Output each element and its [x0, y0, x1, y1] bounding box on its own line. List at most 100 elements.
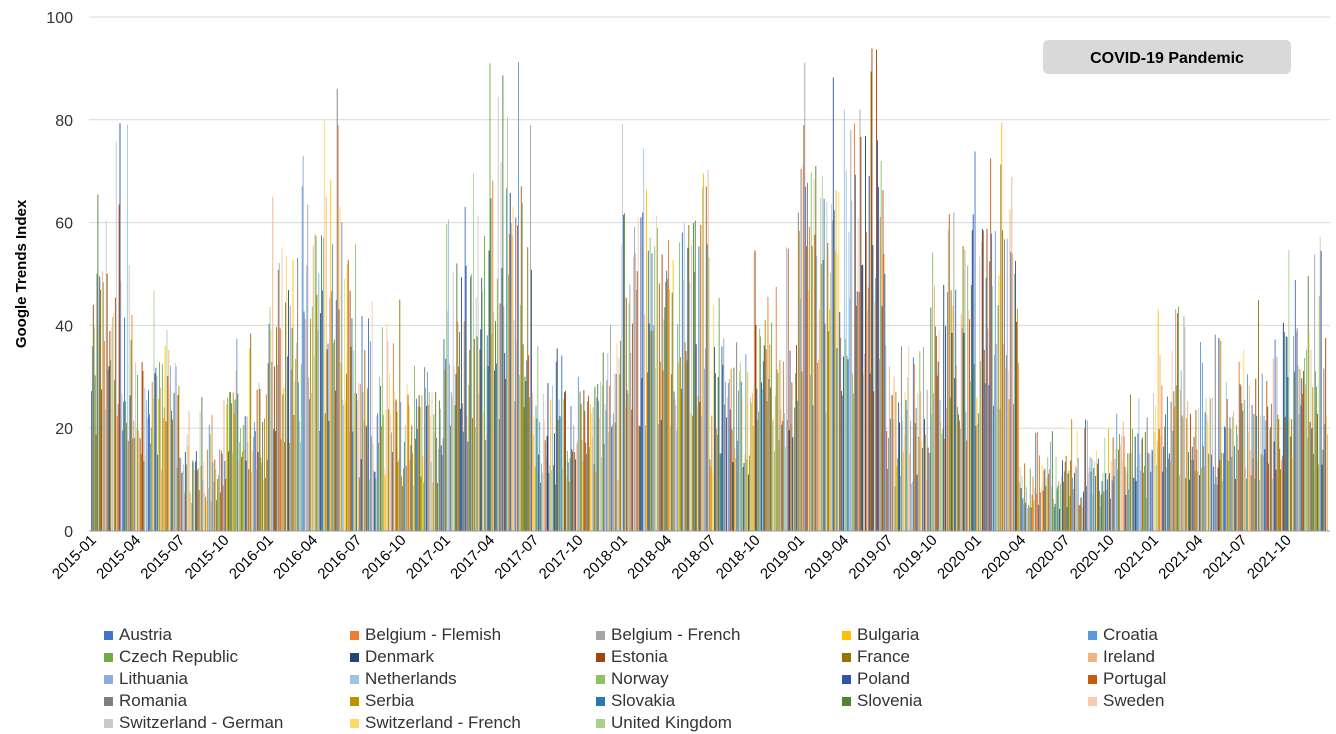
bar: [413, 486, 415, 531]
bar: [94, 375, 96, 531]
bar: [968, 310, 970, 531]
bar: [283, 387, 285, 531]
bar: [690, 412, 692, 531]
bar: [184, 452, 186, 531]
bar: [960, 314, 962, 531]
bar: [387, 340, 389, 531]
bar: [389, 373, 391, 531]
legend-item: Slovakia: [596, 690, 842, 712]
bar: [463, 321, 465, 531]
bar: [748, 474, 750, 531]
bar: [652, 330, 654, 531]
bar: [1004, 239, 1005, 532]
bar: [170, 365, 172, 531]
bar: [226, 403, 228, 531]
bar: [582, 461, 584, 531]
bar: [191, 503, 193, 531]
bar: [1270, 427, 1271, 531]
bar: [1028, 507, 1030, 531]
legend-swatch: [1088, 696, 1097, 706]
bar: [1217, 467, 1219, 531]
bar: [316, 294, 318, 531]
bar: [1169, 461, 1171, 531]
bar: [120, 280, 122, 531]
bar: [1126, 472, 1128, 531]
bar: [410, 445, 412, 531]
bar: [753, 253, 755, 531]
bar: [1120, 435, 1122, 531]
bar: [296, 342, 298, 531]
bar: [813, 178, 815, 531]
bar: [981, 229, 983, 531]
bar: [565, 390, 566, 531]
bar: [522, 344, 524, 531]
bar: [1250, 475, 1252, 531]
bar: [1229, 417, 1231, 531]
bar: [852, 373, 854, 531]
bar: [329, 297, 331, 531]
bar: [507, 117, 508, 532]
bar: [1151, 449, 1153, 531]
bar: [1137, 433, 1139, 531]
bar: [259, 388, 261, 531]
bar: [776, 369, 778, 531]
x-tick-label: 2017-07: [491, 532, 542, 583]
bar: [1131, 452, 1132, 531]
bar: [1259, 414, 1261, 531]
bar: [1190, 459, 1192, 531]
bar: [1176, 385, 1178, 531]
legend-swatch: [350, 696, 359, 706]
legend-label: Ireland: [1103, 647, 1155, 666]
bar: [1023, 504, 1025, 531]
bar: [883, 253, 885, 531]
bar: [111, 327, 113, 531]
bar: [668, 240, 669, 531]
bar: [1294, 279, 1296, 531]
bar: [621, 243, 623, 531]
bar: [724, 404, 726, 531]
bar: [1074, 465, 1076, 531]
bar: [175, 366, 177, 531]
bar: [715, 373, 716, 531]
bar: [1324, 424, 1326, 531]
bar: [744, 453, 746, 531]
bar: [832, 77, 834, 531]
bar: [738, 371, 740, 531]
bar: [411, 425, 413, 531]
bar: [1035, 432, 1037, 531]
bar: [1264, 449, 1266, 531]
legend-item: Estonia: [596, 646, 842, 668]
bar: [509, 192, 511, 531]
bar: [1265, 420, 1267, 531]
bar: [495, 321, 496, 531]
bar: [247, 441, 249, 531]
bar: [1212, 397, 1213, 531]
bar: [433, 414, 435, 531]
bar: [974, 151, 976, 531]
bar: [709, 459, 711, 531]
bar: [483, 411, 484, 531]
bar: [1247, 374, 1248, 531]
bar: [173, 392, 175, 531]
bar: [251, 472, 253, 531]
bar: [715, 428, 717, 531]
bar: [165, 421, 167, 531]
bar: [161, 364, 163, 531]
bar: [1057, 485, 1059, 531]
bar: [1025, 502, 1027, 531]
bar: [947, 229, 949, 531]
bar: [490, 198, 492, 532]
bar: [102, 271, 103, 531]
bar: [404, 425, 406, 531]
bar: [140, 454, 142, 531]
bar: [1182, 418, 1184, 531]
bar: [147, 418, 149, 531]
bar: [412, 453, 414, 531]
bar: [200, 465, 202, 531]
bar: [498, 419, 500, 531]
bar: [892, 419, 894, 531]
bar: [152, 398, 154, 531]
bar: [241, 451, 243, 531]
bar: [591, 437, 593, 531]
bar: [1127, 453, 1129, 531]
